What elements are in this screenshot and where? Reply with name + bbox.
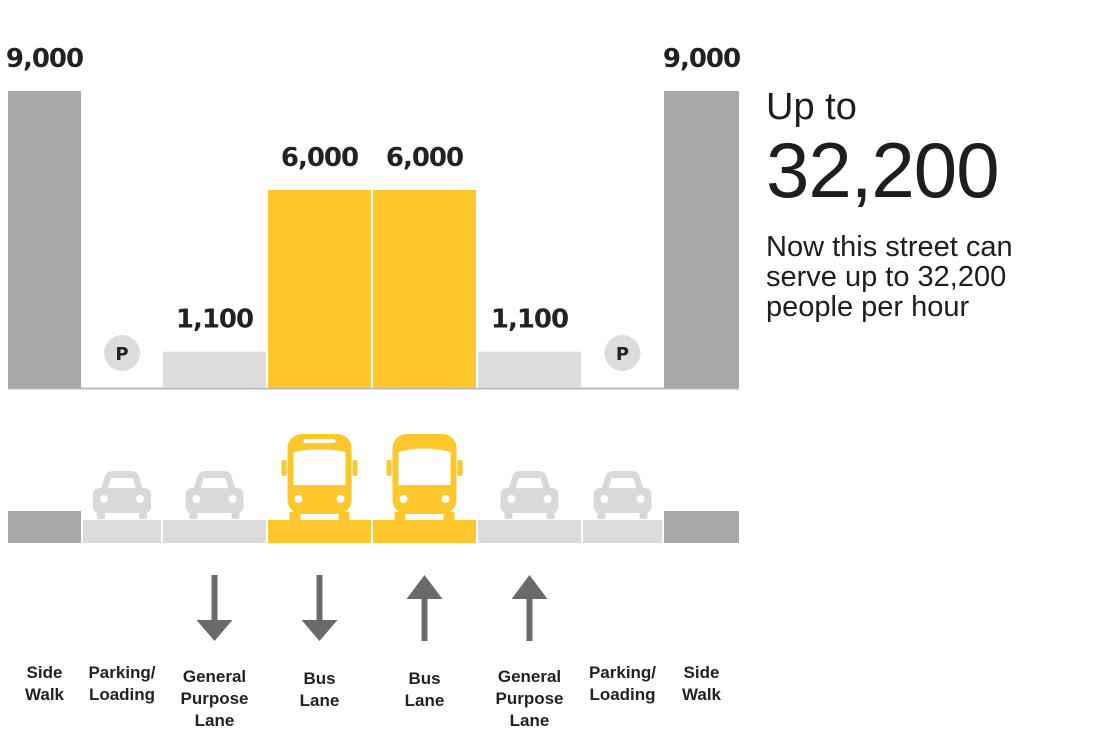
value-label: 1,100	[491, 305, 568, 335]
bar-lane	[478, 351, 581, 388]
lane-label: Parking/	[88, 663, 155, 682]
car-body	[500, 488, 559, 513]
arrow-head	[301, 620, 338, 641]
lane-label: Loading	[589, 685, 655, 704]
lane-label: Bus	[408, 669, 440, 688]
car-light	[600, 495, 609, 503]
parking-icon	[604, 335, 641, 371]
car-light	[543, 495, 552, 503]
bus-mirror	[352, 460, 358, 476]
parking-icon-letter: P	[115, 344, 128, 365]
summary-description: Now this street can serve up to 32,200 p…	[766, 231, 1013, 323]
car-light	[136, 495, 144, 503]
arrow-up-icon	[511, 575, 548, 641]
street-lane	[163, 520, 266, 543]
car-window	[608, 478, 637, 489]
arrow-shaft	[211, 575, 218, 623]
arrow-down-icon	[196, 575, 233, 641]
parking-icon-letter: P	[616, 344, 629, 365]
lane-label: Parking/	[589, 663, 656, 682]
bus-light	[336, 495, 345, 503]
arrow-shaft	[526, 596, 533, 641]
car-window	[108, 478, 136, 489]
bar-sidewalk	[664, 91, 739, 388]
arrow-head	[196, 620, 233, 641]
bar-lane	[163, 351, 266, 388]
summary-total: 32,200	[766, 126, 1000, 214]
arrow-up-icon	[406, 575, 443, 641]
lane-label: Purpose	[180, 689, 248, 708]
lane-label: Walk	[682, 685, 722, 704]
car-body	[93, 488, 151, 513]
lane-label: Purpose	[495, 689, 563, 708]
arrow-shaft	[316, 575, 323, 623]
lane-label: Bus	[303, 669, 335, 688]
bar-bus	[373, 190, 476, 388]
bus-icon	[281, 434, 358, 520]
bus-wheel	[289, 512, 301, 520]
bus-mirror	[386, 460, 392, 476]
car-window	[200, 478, 229, 489]
lane-label: Side	[684, 663, 720, 682]
value-label: 9,000	[6, 44, 83, 74]
street-capacity-chart: 9,000 P 1,100 6,000 6,000 1,100 P 9,000 Side Wal…	[6, 44, 741, 730]
bar-bus	[268, 190, 371, 388]
bus-mirror	[457, 460, 463, 476]
street-bus	[268, 520, 371, 543]
summary-up-to: Up to	[766, 86, 857, 128]
bus-windshield	[293, 449, 346, 485]
bus-light	[399, 495, 408, 503]
street-parking	[583, 520, 662, 543]
street-bus	[373, 520, 476, 543]
arrow-down-icon	[301, 575, 338, 641]
bus-wheel	[338, 512, 350, 520]
car-light	[507, 495, 516, 503]
arrow-head	[511, 575, 548, 599]
lane-label: Lane	[195, 711, 235, 730]
street-sidewalk	[8, 511, 81, 543]
car-body	[593, 488, 652, 513]
car-light	[636, 495, 645, 503]
lane-label: General	[183, 667, 246, 686]
arrow-head	[406, 575, 443, 599]
value-label: 9,000	[663, 44, 740, 74]
car-icon	[500, 471, 559, 519]
parking-icon	[104, 335, 140, 371]
car-icon	[93, 471, 151, 519]
lane-label: Lane	[510, 711, 550, 730]
value-label: 1,100	[176, 305, 253, 335]
lane-label: Lane	[405, 691, 445, 710]
street-sidewalk	[664, 511, 739, 543]
arrow-shaft	[421, 596, 428, 641]
value-label: 6,000	[281, 143, 358, 173]
bus-light	[294, 495, 303, 503]
bar-sidewalk	[8, 91, 81, 388]
car-light	[192, 495, 201, 503]
lane-label: Loading	[89, 685, 155, 704]
car-icon	[185, 471, 244, 519]
car-icon	[593, 471, 652, 519]
street-parking	[83, 520, 161, 543]
lane-label: Side	[27, 663, 63, 682]
car-light	[228, 495, 237, 503]
bus-light	[441, 495, 450, 503]
car-body	[185, 488, 244, 513]
value-label: 6,000	[386, 143, 463, 173]
bus-icon	[386, 434, 463, 520]
bus-mirror	[281, 460, 287, 476]
bus-windshield	[398, 448, 451, 485]
lane-label: Walk	[25, 685, 65, 704]
summary-panel: Up to 32,200 Now this street can serve u…	[766, 86, 1086, 322]
bus-sign	[303, 439, 336, 443]
bus-wheel	[443, 512, 455, 520]
street-lane	[478, 520, 581, 543]
car-light	[100, 495, 108, 503]
bus-wheel	[394, 512, 406, 520]
lane-label: Lane	[300, 691, 340, 710]
car-window	[515, 478, 544, 489]
lane-label: General	[498, 667, 561, 686]
